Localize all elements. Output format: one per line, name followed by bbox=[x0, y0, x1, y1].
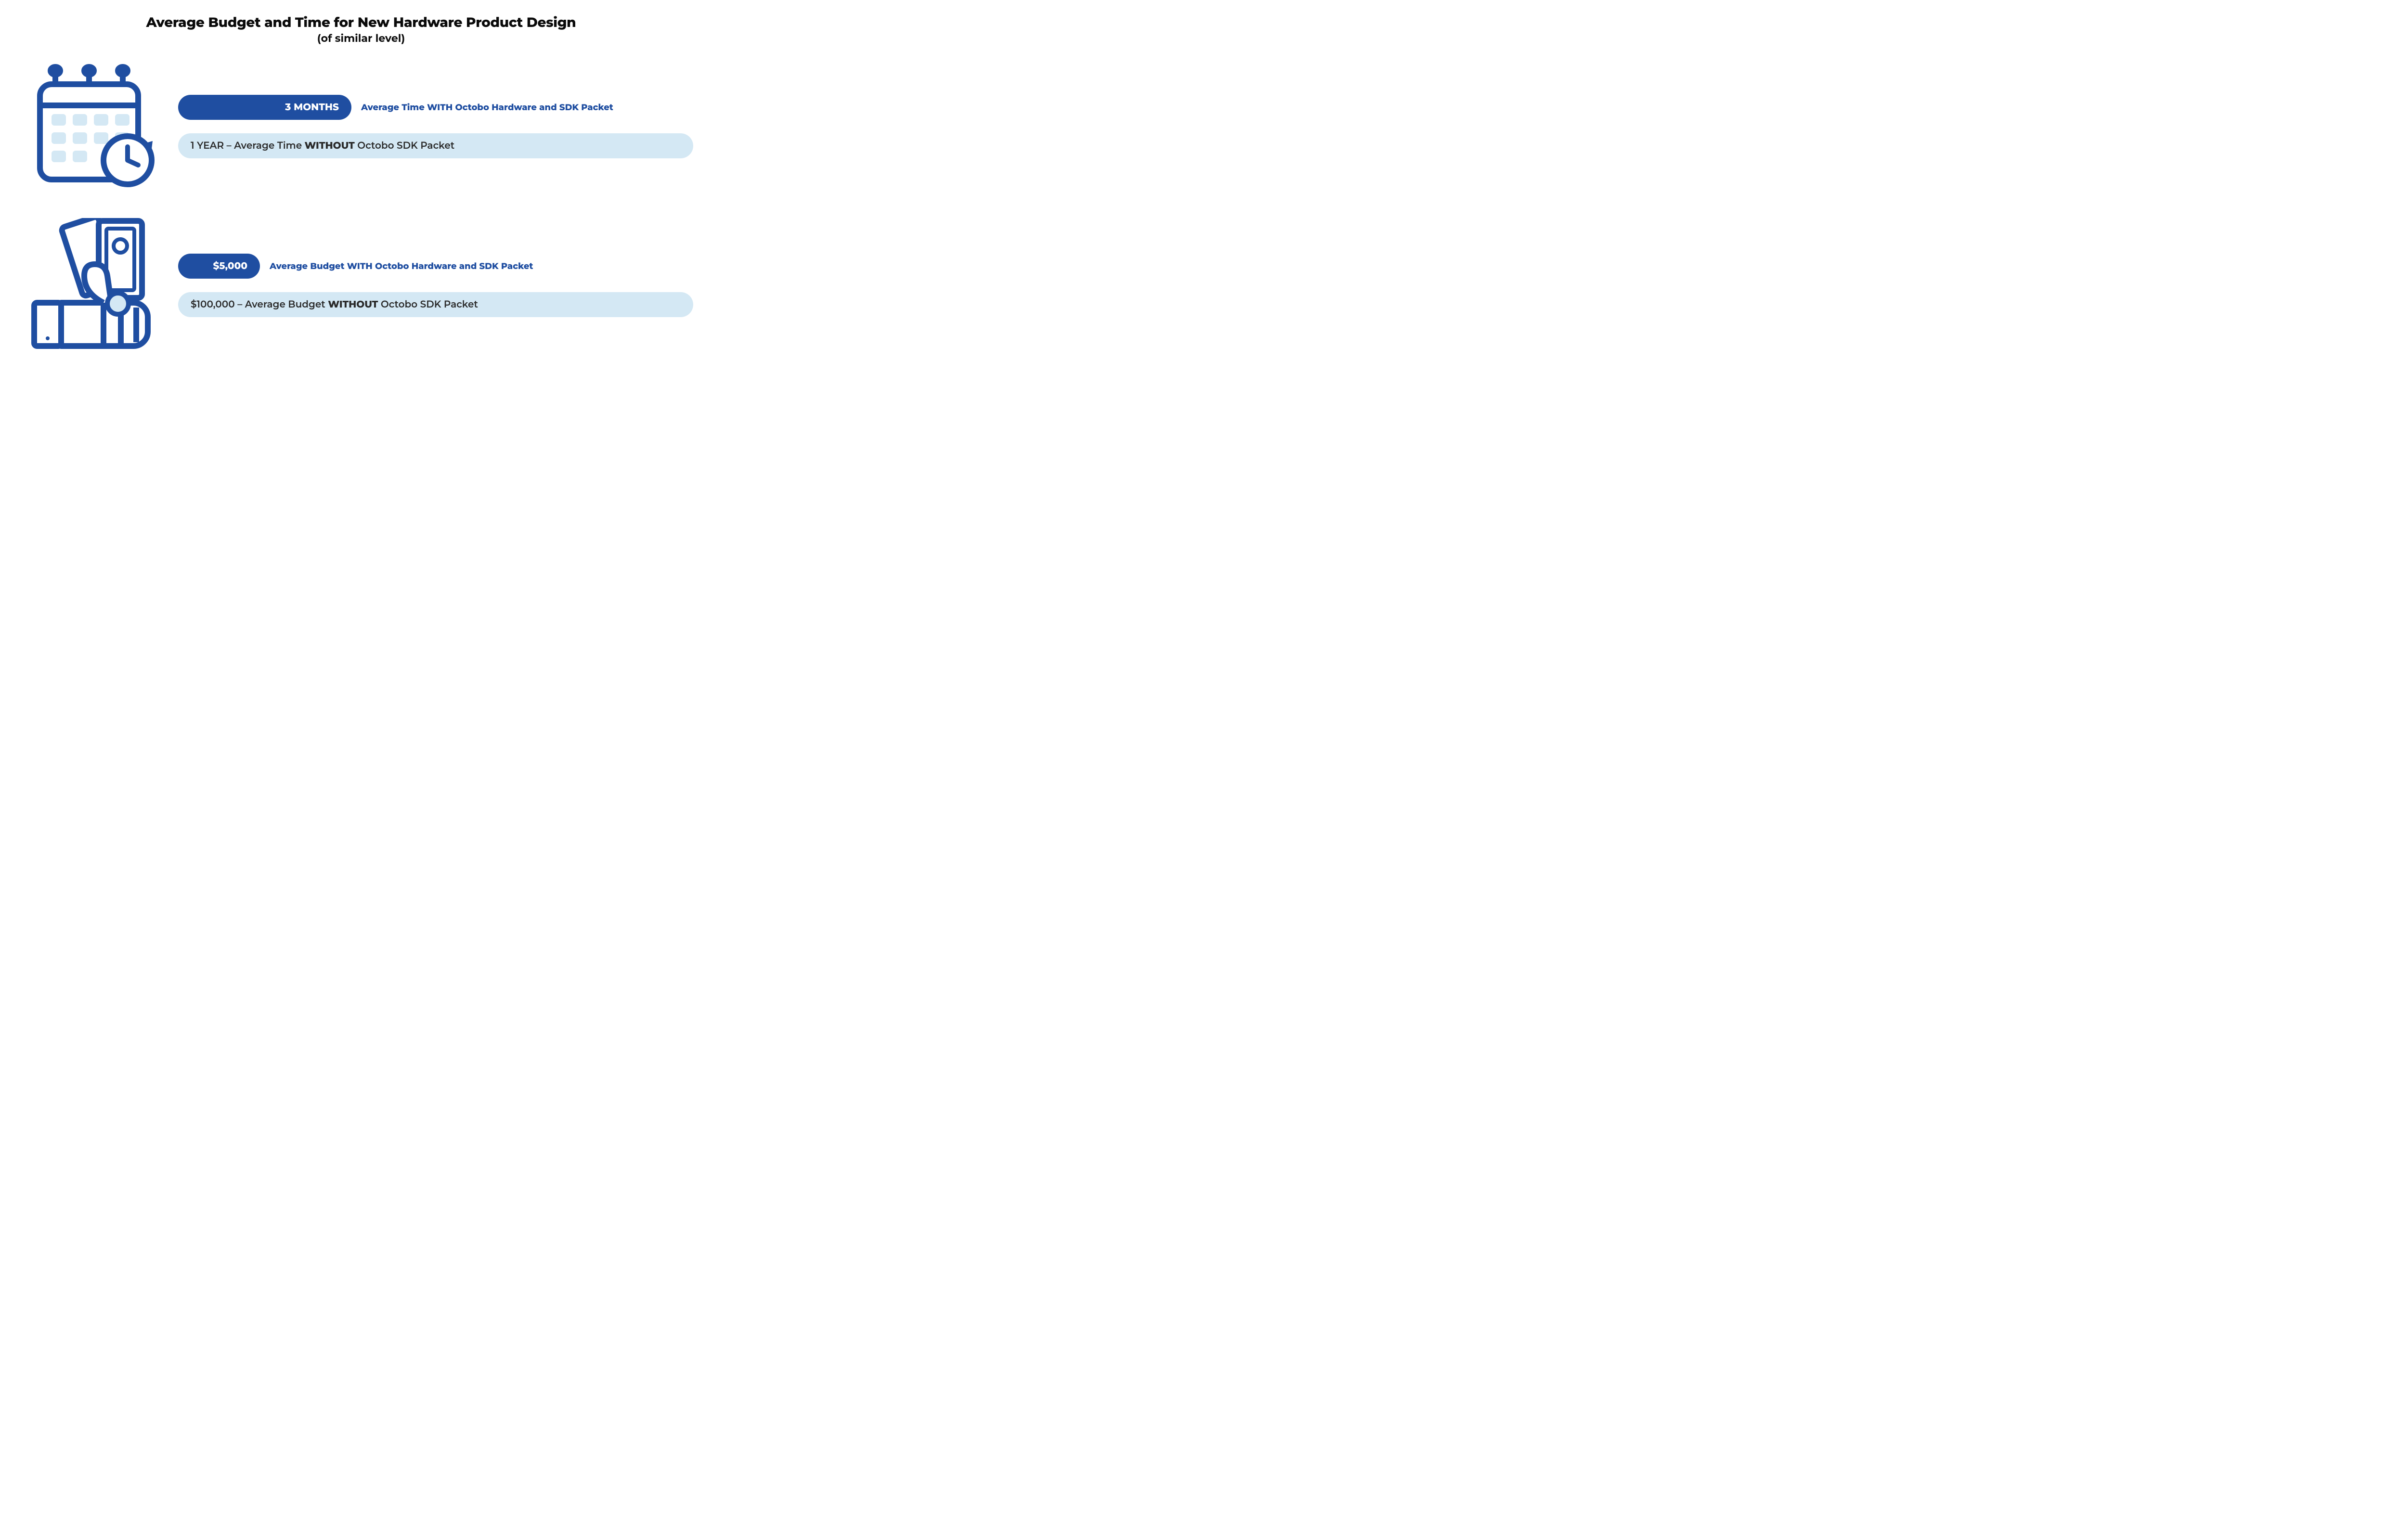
budget-bars: $5,000 Average Budget WITH Octobo Hardwa… bbox=[178, 254, 693, 317]
time-row: 3 MONTHS Average Time WITH Octobo Hardwa… bbox=[29, 64, 693, 189]
money-icon bbox=[29, 218, 159, 353]
budget-without-suffix: Octobo SDK Packet bbox=[378, 299, 478, 310]
budget-row: $5,000 Average Budget WITH Octobo Hardwa… bbox=[29, 218, 693, 353]
budget-without-bar: $100,000 – Average Budget WITHOUT Octobo… bbox=[178, 292, 693, 317]
time-without-suffix: Octobo SDK Packet bbox=[355, 140, 455, 152]
budget-with-row: $5,000 Average Budget WITH Octobo Hardwa… bbox=[178, 254, 693, 279]
title-sub: (of similar level) bbox=[29, 32, 693, 45]
time-without-bold: WITHOUT bbox=[305, 140, 355, 152]
time-with-pill: 3 MONTHS bbox=[178, 95, 351, 120]
calendar-icon bbox=[29, 64, 159, 189]
time-bars: 3 MONTHS Average Time WITH Octobo Hardwa… bbox=[178, 95, 693, 158]
budget-with-label: Average Budget WITH Octobo Hardware and … bbox=[270, 261, 533, 271]
title-block: Average Budget and Time for New Hardware… bbox=[29, 14, 693, 45]
time-with-row: 3 MONTHS Average Time WITH Octobo Hardwa… bbox=[178, 95, 693, 120]
budget-without-bold: WITHOUT bbox=[328, 299, 378, 310]
time-without-bar: 1 YEAR – Average Time WITHOUT Octobo SDK… bbox=[178, 133, 693, 158]
time-without-prefix: 1 YEAR – Average Time bbox=[191, 140, 305, 152]
budget-without-prefix: $100,000 – Average Budget bbox=[191, 299, 328, 310]
time-with-label: Average Time WITH Octobo Hardware and SD… bbox=[361, 102, 613, 113]
budget-with-pill: $5,000 bbox=[178, 254, 260, 279]
title-main: Average Budget and Time for New Hardware… bbox=[29, 14, 693, 31]
